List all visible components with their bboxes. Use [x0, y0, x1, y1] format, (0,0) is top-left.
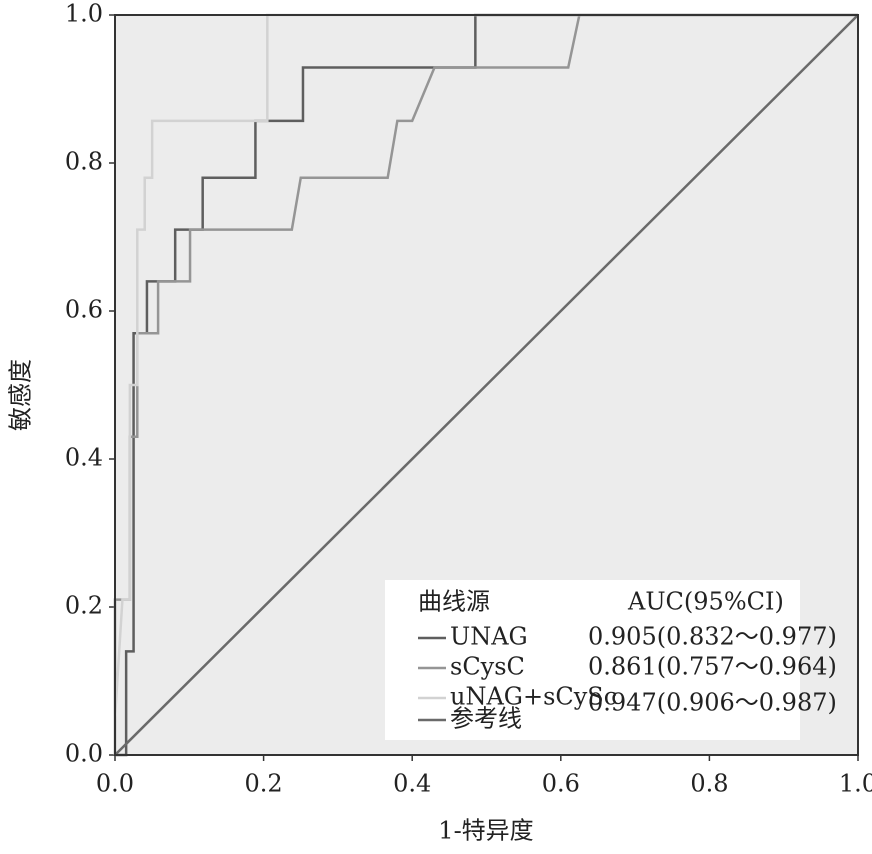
y-tick-label: 1.0: [65, 0, 103, 28]
x-tick-label: 0.8: [690, 770, 728, 798]
legend-auc: 0.905(0.832～0.977): [588, 623, 837, 651]
legend-label: sCysC: [450, 653, 525, 681]
legend-auc: 0.947(0.906～0.987): [588, 689, 837, 717]
legend-auc: 0.861(0.757～0.964): [588, 653, 837, 681]
roc-curve: [114, 14, 859, 756]
legend-box: [385, 580, 800, 740]
legend-label: UNAG: [450, 623, 528, 651]
y-tick-label: 0.8: [65, 148, 103, 176]
plot-frame: [114, 14, 859, 756]
y-tick-label: 0.0: [65, 740, 103, 768]
legend-header: AUC(95%CI): [627, 588, 784, 616]
x-axis-label: 1-特异度: [438, 817, 533, 845]
y-tick-label: 0.6: [65, 296, 103, 324]
legend-label: uNAG+sCySc: [450, 683, 617, 711]
y-tick-label: 0.2: [65, 592, 103, 620]
x-tick-label: 0.4: [393, 770, 431, 798]
roc-curve: [113, 13, 858, 755]
y-tick-label: 0.4: [65, 444, 103, 472]
y-axis-label: 敏感度: [7, 359, 35, 431]
legend-label: 参考线: [450, 705, 522, 733]
x-tick-label: 0.0: [96, 770, 134, 798]
x-tick-label: 1.0: [839, 770, 872, 798]
legend-header: 曲线源: [418, 588, 490, 616]
x-tick-label: 0.2: [245, 770, 283, 798]
x-tick-label: 0.6: [542, 770, 580, 798]
